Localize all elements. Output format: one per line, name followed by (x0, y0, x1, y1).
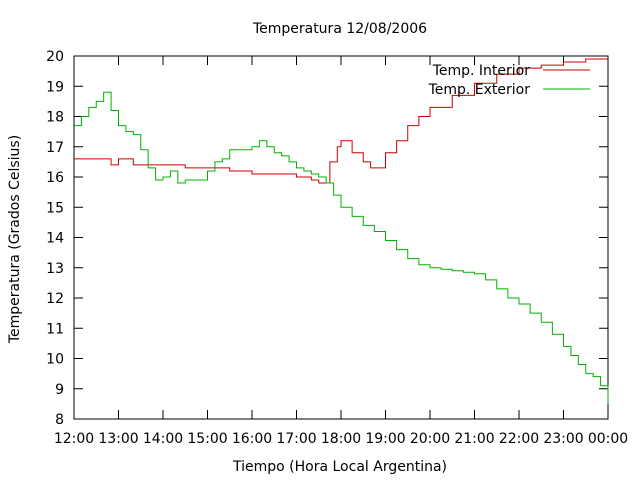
x-tick-label: 23:00 (543, 431, 583, 447)
legend-label: Temp. Exterior (428, 82, 531, 98)
x-tick-label: 21:00 (454, 431, 494, 447)
x-tick-label: 00:00 (588, 431, 628, 447)
x-tick-label: 14:00 (143, 431, 183, 447)
y-tick-label: 15 (46, 200, 64, 216)
x-tick-label: 16:00 (232, 431, 272, 447)
x-tick-label: 13:00 (98, 431, 138, 447)
y-tick-label: 13 (46, 261, 64, 277)
y-tick-label: 16 (46, 170, 64, 186)
x-tick-label: 17:00 (276, 431, 316, 447)
x-tick-label: 22:00 (499, 431, 539, 447)
legend-label: Temp. Interior (432, 63, 531, 79)
x-axis-label: Tiempo (Hora Local Argentina) (232, 459, 447, 475)
plot-frame (73, 55, 609, 420)
y-tick-label: 11 (46, 321, 64, 337)
x-tick-label: 18:00 (321, 431, 361, 447)
y-tick-label: 14 (46, 231, 64, 247)
x-tick-label: 15:00 (187, 431, 227, 447)
series-layer (74, 58, 609, 404)
y-tick-label: 17 (46, 140, 64, 156)
y-tick-label: 9 (55, 382, 64, 398)
plot-area (73, 55, 609, 420)
x-tick-label: 19:00 (365, 431, 405, 447)
y-tick-label: 12 (46, 291, 64, 307)
y-tick-label: 20 (46, 49, 64, 65)
x-tick-label: 20:00 (410, 431, 450, 447)
series-line-exterior (74, 91, 609, 404)
x-tick-label: 12:00 (54, 431, 94, 447)
y-tick-label: 18 (46, 110, 64, 126)
legend: Temp. Interior Temp. Exterior (428, 63, 590, 98)
series-line-interior (74, 58, 608, 184)
y-tick-label: 8 (55, 412, 64, 428)
chart-title: Temperatura 12/08/2006 (252, 21, 427, 37)
y-axis-label: Temperatura (Grados Celsius) (7, 135, 23, 344)
y-tick-label: 10 (46, 352, 64, 368)
y-tick-label: 19 (46, 79, 64, 95)
